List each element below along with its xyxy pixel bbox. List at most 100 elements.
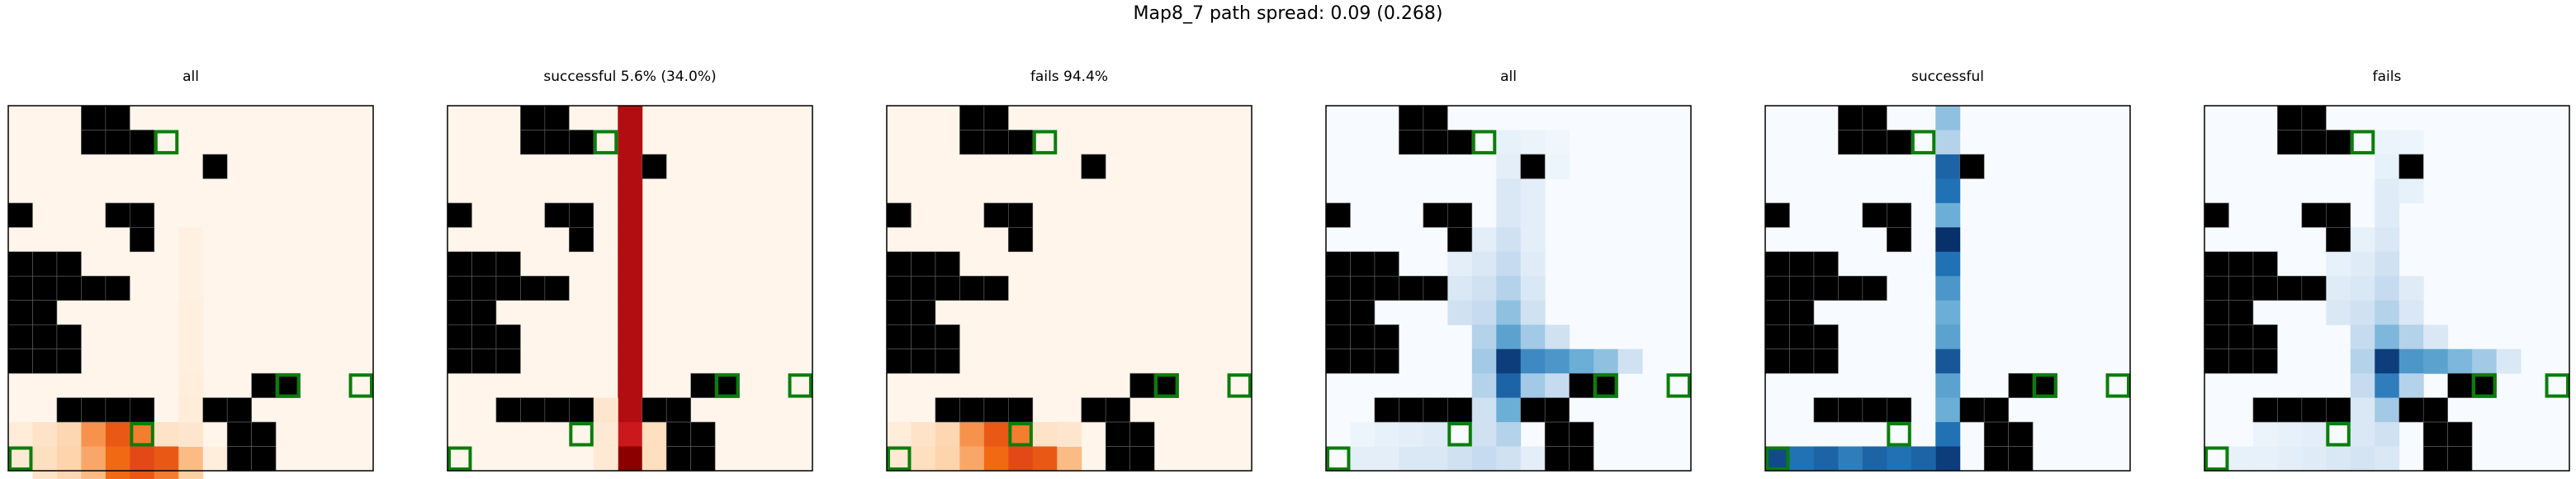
heat-cell — [1471, 325, 1497, 350]
heat-cell — [1935, 154, 1961, 179]
heat-cell — [2350, 325, 2375, 350]
obstacle-cell — [56, 324, 82, 349]
target-marker — [8, 446, 33, 471]
obstacle-cell — [2228, 251, 2254, 277]
obstacle-cell — [1813, 324, 1839, 349]
target-marker — [1154, 373, 1179, 398]
heat-cell — [1496, 178, 1522, 204]
obstacle-cell — [1423, 105, 1448, 130]
obstacle-cell — [1423, 202, 1448, 228]
obstacle-cell — [1325, 202, 1351, 228]
heat-cell — [618, 446, 643, 472]
target-marker — [2545, 373, 2570, 398]
heat-cell — [2252, 446, 2278, 472]
heat-cell — [154, 471, 179, 479]
heat-cell — [1935, 202, 1961, 228]
obstacle-cell — [1325, 251, 1351, 277]
obstacle-cell — [2326, 202, 2351, 228]
obstacle-cell — [81, 105, 107, 130]
heat-cell — [618, 154, 643, 179]
obstacle-cell — [1399, 275, 1424, 301]
obstacle-cell — [2277, 275, 2303, 301]
target-marker — [1765, 446, 1790, 471]
obstacle-cell — [1325, 349, 1351, 374]
target-marker — [715, 373, 740, 398]
obstacle-cell — [447, 275, 472, 301]
obstacle-cell — [1569, 421, 1594, 447]
obstacle-cell — [911, 300, 936, 325]
obstacle-cell — [2277, 397, 2303, 423]
panel-title: all — [182, 69, 199, 85]
heat-cell — [1471, 251, 1497, 277]
obstacle-cell — [1374, 349, 1399, 374]
heat-cell — [1496, 202, 1522, 228]
obstacle-cell — [2252, 275, 2278, 301]
obstacle-cell — [2398, 397, 2424, 423]
heat-cell — [618, 397, 643, 423]
obstacle-cell — [1153, 372, 1179, 398]
obstacle-cell — [202, 397, 228, 423]
panel-title: fails — [2373, 69, 2402, 85]
obstacle-cell — [1350, 300, 1376, 325]
obstacle-cell — [665, 446, 691, 472]
heat-cell — [1520, 178, 1546, 204]
heat-cell — [1545, 154, 1570, 179]
panel-title: fails 94.4% — [1030, 69, 1108, 85]
obstacle-cell — [447, 202, 472, 228]
obstacle-cell — [56, 397, 82, 423]
heatmap-panel: fails — [2204, 69, 2570, 472]
obstacle-cell — [2204, 324, 2229, 349]
obstacle-cell — [569, 227, 594, 253]
obstacle-cell — [1423, 130, 1448, 155]
obstacle-cell — [2326, 227, 2351, 253]
heat-cell — [1935, 276, 1961, 301]
heat-cell — [2350, 251, 2375, 277]
obstacle-cell — [690, 446, 716, 472]
target-marker — [1032, 130, 1058, 154]
obstacle-cell — [1887, 130, 1912, 155]
obstacle-cell — [665, 421, 691, 447]
heat-cell — [130, 446, 155, 472]
obstacle-cell — [886, 300, 912, 325]
obstacle-cell — [1862, 105, 1887, 130]
heat-cell — [2326, 446, 2351, 472]
heat-cell — [1593, 349, 1619, 374]
obstacle-cell — [2447, 446, 2473, 472]
obstacle-cell — [226, 421, 252, 447]
heat-cell — [2375, 422, 2400, 448]
obstacle-cell — [2228, 300, 2254, 325]
heat-cell — [1496, 373, 1522, 399]
heat-cell — [911, 446, 936, 472]
obstacle-cell — [935, 397, 960, 423]
heat-cell — [2375, 130, 2400, 155]
obstacle-cell — [251, 446, 277, 472]
target-marker — [130, 422, 154, 447]
heat-cell — [1471, 300, 1497, 325]
obstacle-cell — [911, 324, 936, 349]
obstacle-cell — [544, 275, 570, 301]
obstacle-cell — [2326, 397, 2351, 423]
obstacle-cell — [32, 349, 58, 374]
heat-cell — [2398, 349, 2424, 374]
obstacle-cell — [1862, 275, 1887, 301]
heat-cell — [983, 446, 1009, 472]
heat-cell — [2496, 349, 2522, 374]
obstacle-cell — [495, 397, 521, 423]
obstacle-cell — [471, 275, 497, 301]
heat-cell — [1008, 422, 1034, 448]
obstacle-cell — [1520, 397, 1546, 423]
axes-frame — [1325, 105, 1692, 472]
heat-cell — [178, 276, 204, 301]
target-marker — [1471, 130, 1497, 154]
obstacle-cell — [1325, 324, 1351, 349]
heat-cell — [593, 422, 618, 448]
heat-cell — [2350, 397, 2375, 423]
obstacle-cell — [911, 251, 936, 277]
heat-cell — [2375, 251, 2400, 277]
heat-cell — [618, 422, 643, 448]
heat-cell — [2375, 178, 2400, 204]
obstacle-cell — [105, 105, 130, 130]
obstacle-cell — [81, 275, 107, 301]
heat-cell — [1545, 349, 1570, 374]
heat-cell — [1935, 251, 1961, 277]
